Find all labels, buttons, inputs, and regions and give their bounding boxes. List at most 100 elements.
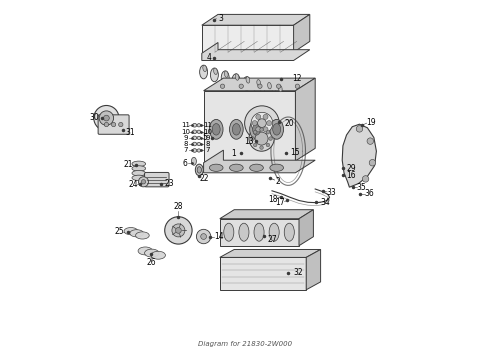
Text: 17: 17	[275, 198, 285, 207]
Circle shape	[141, 180, 146, 184]
Text: 3: 3	[218, 14, 223, 23]
Ellipse shape	[124, 228, 138, 235]
Text: 30: 30	[90, 113, 99, 122]
Polygon shape	[342, 124, 376, 187]
Ellipse shape	[193, 142, 197, 146]
Ellipse shape	[132, 175, 146, 181]
Text: 22: 22	[200, 174, 209, 183]
Ellipse shape	[269, 223, 279, 241]
Text: 9: 9	[205, 135, 210, 141]
Text: 35: 35	[357, 183, 367, 192]
Circle shape	[104, 122, 109, 127]
Polygon shape	[204, 78, 315, 91]
Circle shape	[172, 224, 185, 237]
Ellipse shape	[214, 68, 218, 75]
Circle shape	[201, 234, 206, 239]
Circle shape	[139, 177, 148, 187]
Text: 26: 26	[147, 258, 156, 266]
Text: 14: 14	[214, 232, 223, 241]
Circle shape	[369, 159, 376, 166]
Circle shape	[253, 130, 257, 134]
Circle shape	[111, 122, 116, 127]
Ellipse shape	[212, 123, 220, 135]
Circle shape	[258, 119, 266, 127]
Circle shape	[249, 126, 274, 151]
Ellipse shape	[132, 171, 146, 176]
Text: 8: 8	[205, 141, 210, 147]
Text: 10: 10	[181, 129, 190, 135]
Ellipse shape	[235, 74, 239, 80]
Polygon shape	[204, 150, 315, 173]
Text: 6: 6	[182, 158, 187, 168]
Polygon shape	[220, 249, 320, 257]
Text: 21: 21	[123, 161, 133, 170]
Text: 28: 28	[173, 202, 183, 211]
Polygon shape	[202, 25, 294, 52]
Circle shape	[295, 84, 299, 89]
Ellipse shape	[232, 123, 240, 135]
Text: 19: 19	[367, 117, 376, 127]
Text: 7: 7	[183, 148, 188, 153]
Ellipse shape	[192, 157, 196, 165]
Text: 11: 11	[181, 122, 190, 128]
Ellipse shape	[268, 82, 271, 89]
Ellipse shape	[196, 164, 203, 176]
Circle shape	[367, 138, 373, 144]
Text: 15: 15	[290, 148, 299, 157]
Ellipse shape	[209, 164, 223, 171]
Text: 4: 4	[207, 53, 212, 62]
Circle shape	[119, 122, 123, 127]
Text: 33: 33	[326, 188, 336, 197]
Circle shape	[363, 176, 369, 182]
Text: 8: 8	[183, 141, 188, 147]
Ellipse shape	[210, 68, 219, 82]
Circle shape	[245, 106, 279, 140]
Circle shape	[266, 143, 270, 147]
Ellipse shape	[136, 232, 149, 239]
Text: 27: 27	[268, 235, 277, 243]
Ellipse shape	[197, 167, 201, 173]
Circle shape	[266, 130, 270, 134]
FancyBboxPatch shape	[98, 115, 129, 134]
Circle shape	[256, 127, 261, 132]
Text: 20: 20	[285, 119, 294, 128]
Circle shape	[256, 114, 261, 120]
Polygon shape	[220, 219, 299, 246]
Circle shape	[263, 114, 268, 120]
Text: 25: 25	[114, 228, 124, 237]
Ellipse shape	[265, 82, 272, 96]
Ellipse shape	[239, 223, 249, 241]
Ellipse shape	[197, 143, 201, 146]
Ellipse shape	[132, 161, 146, 166]
Polygon shape	[204, 91, 295, 161]
Text: 29: 29	[346, 164, 356, 173]
Circle shape	[175, 228, 181, 233]
Text: 24: 24	[128, 180, 138, 189]
Ellipse shape	[273, 123, 281, 135]
Circle shape	[99, 111, 114, 125]
Polygon shape	[306, 249, 320, 290]
Text: 23: 23	[165, 179, 174, 188]
Circle shape	[263, 127, 268, 132]
Circle shape	[251, 112, 273, 134]
Text: 1: 1	[231, 149, 236, 158]
Circle shape	[267, 121, 271, 126]
Circle shape	[253, 143, 257, 147]
Polygon shape	[294, 14, 310, 52]
Circle shape	[94, 105, 119, 131]
Text: 36: 36	[364, 189, 374, 198]
Ellipse shape	[232, 74, 240, 87]
Text: 2: 2	[276, 177, 280, 186]
Circle shape	[220, 84, 224, 89]
Circle shape	[165, 217, 192, 244]
Ellipse shape	[209, 120, 223, 139]
Text: Diagram for 21830-2W000: Diagram for 21830-2W000	[198, 341, 292, 347]
Polygon shape	[299, 210, 314, 246]
Ellipse shape	[193, 136, 197, 140]
Ellipse shape	[250, 120, 263, 139]
Circle shape	[255, 132, 268, 145]
Ellipse shape	[270, 120, 284, 139]
Text: 5: 5	[202, 133, 207, 142]
Ellipse shape	[199, 65, 208, 79]
Text: 9: 9	[183, 135, 188, 141]
